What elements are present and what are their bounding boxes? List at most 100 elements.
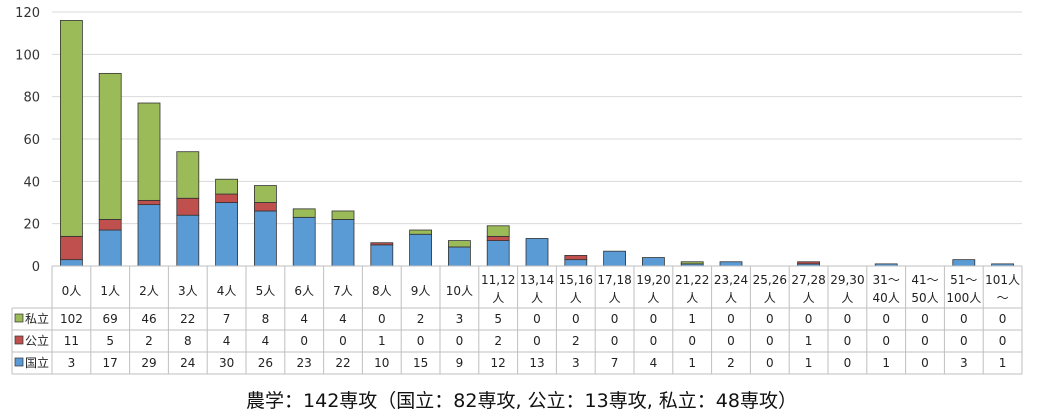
bar-segment bbox=[719, 261, 743, 267]
x-category-label: 1人 bbox=[100, 284, 120, 298]
x-category-label: 人 bbox=[725, 291, 737, 305]
data-table-value: 15 bbox=[413, 356, 428, 370]
x-category-label: 6人 bbox=[294, 284, 314, 298]
x-category-label: 40人 bbox=[873, 291, 900, 305]
legend-swatch bbox=[14, 357, 24, 367]
bar-segment bbox=[176, 151, 200, 199]
bar-segment bbox=[952, 259, 976, 267]
data-table-value: 0 bbox=[999, 334, 1007, 348]
data-table-value: 0 bbox=[300, 334, 308, 348]
x-category-label: 25,26 bbox=[753, 273, 787, 287]
bar-segment bbox=[642, 257, 665, 267]
data-table-value: 3 bbox=[456, 312, 464, 326]
bar-segment bbox=[564, 255, 588, 261]
legend-swatch bbox=[14, 335, 24, 345]
data-table-value: 2 bbox=[494, 334, 502, 348]
bar-segment bbox=[98, 219, 122, 231]
x-category-label: 101人 bbox=[985, 273, 1020, 287]
data-table-value: 2 bbox=[572, 334, 580, 348]
bar-segment bbox=[409, 233, 433, 267]
data-table-value: 13 bbox=[529, 356, 544, 370]
data-table-value: 0 bbox=[921, 334, 929, 348]
data-table-value: 0 bbox=[844, 334, 852, 348]
bar-segment bbox=[292, 208, 316, 218]
x-category-label: 0人 bbox=[62, 284, 82, 298]
data-table-value: 102 bbox=[60, 312, 83, 326]
x-category-label: 23,24 bbox=[714, 273, 748, 287]
data-table-value: 4 bbox=[300, 312, 308, 326]
y-tick-label: 80 bbox=[23, 91, 40, 106]
data-table-value: 4 bbox=[223, 334, 231, 348]
bar-segment bbox=[680, 261, 704, 265]
bar-segment bbox=[137, 199, 161, 206]
legend-label: 国立 bbox=[25, 355, 49, 370]
data-table-value: 17 bbox=[103, 356, 118, 370]
data-table-value: 0 bbox=[727, 334, 735, 348]
bar-segment bbox=[60, 259, 83, 267]
bar-segment bbox=[486, 240, 510, 267]
data-table-value: 9 bbox=[456, 356, 464, 370]
bar-segment bbox=[98, 229, 122, 267]
x-category-label: 8人 bbox=[372, 284, 392, 298]
chart-caption: 農学：142専攻（国立：82専攻, 公立：13専攻, 私立：48専攻） bbox=[246, 390, 797, 412]
x-category-label: 21,22 bbox=[675, 273, 709, 287]
data-table-value: 0 bbox=[533, 312, 541, 326]
data-table-value: 1 bbox=[805, 334, 813, 348]
legend-swatch bbox=[14, 313, 24, 323]
bar-segment bbox=[176, 197, 200, 216]
bar-segment bbox=[253, 210, 277, 267]
legend-label: 公立 bbox=[25, 333, 49, 348]
bar-segment bbox=[447, 240, 471, 248]
x-category-label: 3人 bbox=[178, 284, 198, 298]
x-category-label: 9人 bbox=[411, 284, 431, 298]
data-table-value: 1 bbox=[378, 334, 386, 348]
data-table-value: 0 bbox=[921, 356, 929, 370]
x-category-label: 13,14 bbox=[520, 273, 554, 287]
data-table-value: 0 bbox=[882, 334, 890, 348]
data-table-value: 4 bbox=[650, 356, 658, 370]
data-table-value: 0 bbox=[844, 356, 852, 370]
data-table-value: 0 bbox=[766, 312, 774, 326]
data-table-value: 0 bbox=[766, 334, 774, 348]
bar-segment bbox=[603, 250, 626, 267]
x-category-label: 10人 bbox=[446, 284, 473, 298]
data-table-value: 0 bbox=[805, 312, 813, 326]
bar-segment bbox=[486, 225, 510, 237]
y-tick-label: 0 bbox=[32, 260, 40, 275]
x-category-label: 51～ bbox=[950, 273, 977, 287]
data-table-value: 2 bbox=[727, 356, 735, 370]
data-table-value: 46 bbox=[141, 312, 156, 326]
x-category-label: 5人 bbox=[256, 284, 276, 298]
data-table-value: 0 bbox=[533, 334, 541, 348]
y-tick-label: 100 bbox=[15, 48, 40, 63]
x-category-label: 人 bbox=[570, 291, 582, 305]
x-category-label: 人 bbox=[609, 291, 621, 305]
bar-segment bbox=[60, 20, 83, 237]
data-table-value: 4 bbox=[339, 312, 347, 326]
data-table-value: 5 bbox=[494, 312, 502, 326]
data-table-value: 0 bbox=[572, 312, 580, 326]
bar-segment bbox=[331, 210, 355, 220]
x-category-label: 27,28 bbox=[791, 273, 825, 287]
data-table-value: 29 bbox=[141, 356, 156, 370]
x-category-label: 31～ bbox=[873, 273, 900, 287]
data-table-value: 0 bbox=[766, 356, 774, 370]
data-table-value: 0 bbox=[650, 312, 658, 326]
bar-segment bbox=[564, 259, 588, 267]
data-table-value: 2 bbox=[417, 312, 425, 326]
data-table-value: 12 bbox=[491, 356, 506, 370]
data-table-value: 0 bbox=[727, 312, 735, 326]
data-table-value: 0 bbox=[960, 334, 968, 348]
data-table-value: 8 bbox=[262, 312, 270, 326]
bar-segment bbox=[215, 178, 239, 195]
bar-segment bbox=[486, 235, 510, 242]
data-table-value: 7 bbox=[611, 356, 619, 370]
data-table-value: 2 bbox=[145, 334, 153, 348]
data-table-value: 0 bbox=[844, 312, 852, 326]
data-table-value: 0 bbox=[650, 334, 658, 348]
data-table-value: 30 bbox=[219, 356, 234, 370]
bar-segment bbox=[176, 214, 200, 267]
data-table-value: 23 bbox=[297, 356, 312, 370]
data-table-value: 0 bbox=[611, 334, 619, 348]
